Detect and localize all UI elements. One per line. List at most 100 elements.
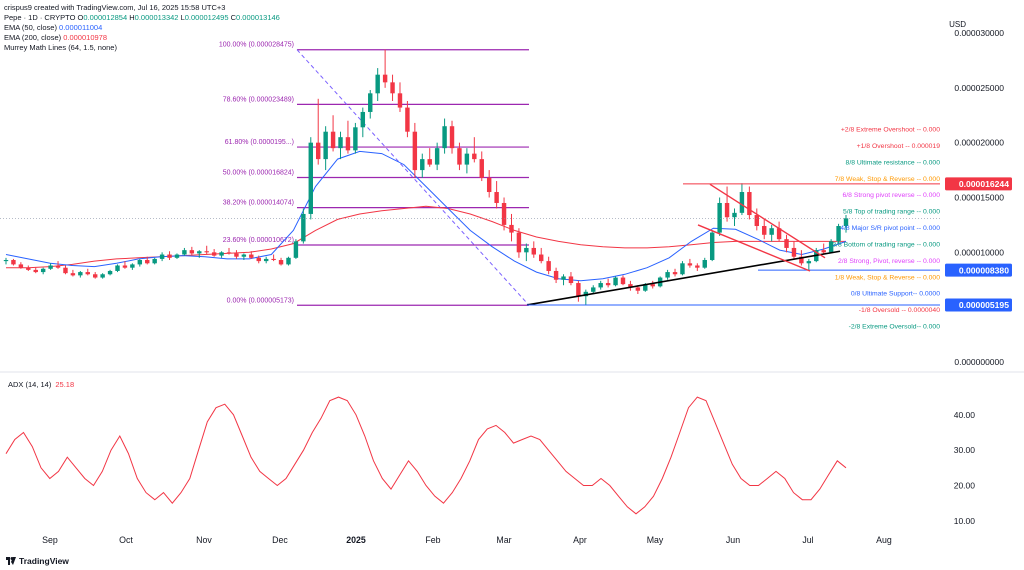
candle [219,251,224,258]
candle-body [286,257,291,265]
ema50-label: EMA (50, close) [4,23,57,32]
candle-body [159,254,165,259]
candle-body [427,159,432,165]
adx-tick-label: 20.00 [954,481,976,491]
ohlc-low: 0.000012495 [184,13,229,22]
candle [226,247,232,255]
adx-label: ADX (14, 14) [8,380,52,389]
adx-legend[interactable]: ADX (14, 14) 25.18 [8,380,74,389]
candle [18,262,24,269]
murrey-legend[interactable]: Murrey Math Lines (64, 1.5, none) [4,43,280,53]
candle-body [531,247,536,255]
candle-body [762,226,767,235]
candle-body [234,253,239,257]
candle-body [405,107,410,132]
price-badge-bg [945,263,1012,277]
fib-level-label: 100.00% (0.000028475) [219,42,294,49]
murrey-level-label: +1/8 Overshoot -- 0.000019 [857,143,941,150]
candle [420,153,425,178]
candle-body [828,241,834,253]
ohlc-open-label: O [77,13,84,22]
candle-body [784,239,789,248]
candle [739,183,745,216]
candle [26,265,31,271]
candle [167,251,172,261]
drawings[interactable] [0,183,940,306]
ohlc-low-label: L [180,13,185,22]
candle-body [345,137,351,151]
candle-body [539,254,544,262]
candle [293,239,299,259]
candle [249,251,254,259]
candle-body [152,258,157,264]
candle [591,285,596,295]
candle-body [516,232,522,253]
candle-body [687,263,693,266]
candle-body [26,267,31,270]
price-tick-label: 0.000015000 [954,193,1004,203]
candle [754,208,760,231]
candle-body [182,250,187,255]
time-axis[interactable]: Sep Oct Nov Dec 2025 Feb Mar Apr May Jun Jul Aug [42,535,892,545]
candle-body [806,261,812,264]
candle-body [457,148,462,165]
candle-body [204,251,209,253]
ema50-legend[interactable]: EMA (50, close) 0.000011004 [4,23,280,33]
candle [234,250,239,259]
candle [412,122,418,178]
price-tick-label: 0.000010000 [954,247,1004,257]
price-badge-bg [945,177,1012,191]
candle [531,241,536,258]
candle-body [420,159,425,171]
candle-body [747,192,752,216]
adx-tick-label: 40.00 [954,410,976,420]
candle [776,221,782,242]
adx-line [5,396,847,515]
candle-body [397,93,403,108]
candle [472,137,477,163]
candle [382,49,388,88]
time-tick-label: Dec [272,535,288,545]
candle [107,269,113,276]
candle-body [732,212,737,218]
candle [806,258,812,270]
candle [271,254,276,262]
time-tick-label: Sep [42,535,58,545]
murrey-level-label: 4/8 Major S/R pivot point -- 0.000 [840,225,940,232]
candle-body [375,74,380,94]
candle [442,118,447,154]
fib-level-label: 23.60% (0.000010672) [223,237,294,244]
candle-body [739,192,745,213]
candle-body [553,270,559,280]
candle [821,243,826,255]
candle [316,98,321,165]
candle-body [63,267,68,274]
candle-body [776,228,782,240]
candle [427,148,432,167]
fib-level-label: 0.00% (0.000005173) [227,297,294,304]
adx-value: 25.18 [55,380,75,389]
candle-body [107,270,113,275]
candle-body [174,254,180,258]
candlesticks[interactable] [3,49,849,305]
ema50-line [5,150,847,282]
candle-body [48,265,53,269]
candle [308,137,313,220]
adx-pane[interactable]: 40.00 30.00 20.00 10.00 [5,396,976,526]
support-trend-line [526,250,841,306]
price-tick-label: 0.000000000 [954,357,1004,367]
candle [762,219,767,240]
price-axis[interactable]: 0.000030000 0.000025000 0.000020000 0.00001… [954,28,1004,367]
candle [211,249,217,257]
candle [85,268,90,276]
price-badge-value: 0.000008380 [959,265,1009,275]
time-tick-label: Feb [425,535,440,545]
murrey-level-label: -1/8 Oversold -- 0.0000040 [859,307,940,314]
candle [11,258,16,266]
murrey-level-label: +2/8 Extreme Overshoot -- 0.000 [841,127,940,134]
candle-body [122,265,128,268]
candle [709,230,715,262]
ema200-legend[interactable]: EMA (200, close) 0.000010978 [4,33,280,43]
candle-body [754,215,760,227]
